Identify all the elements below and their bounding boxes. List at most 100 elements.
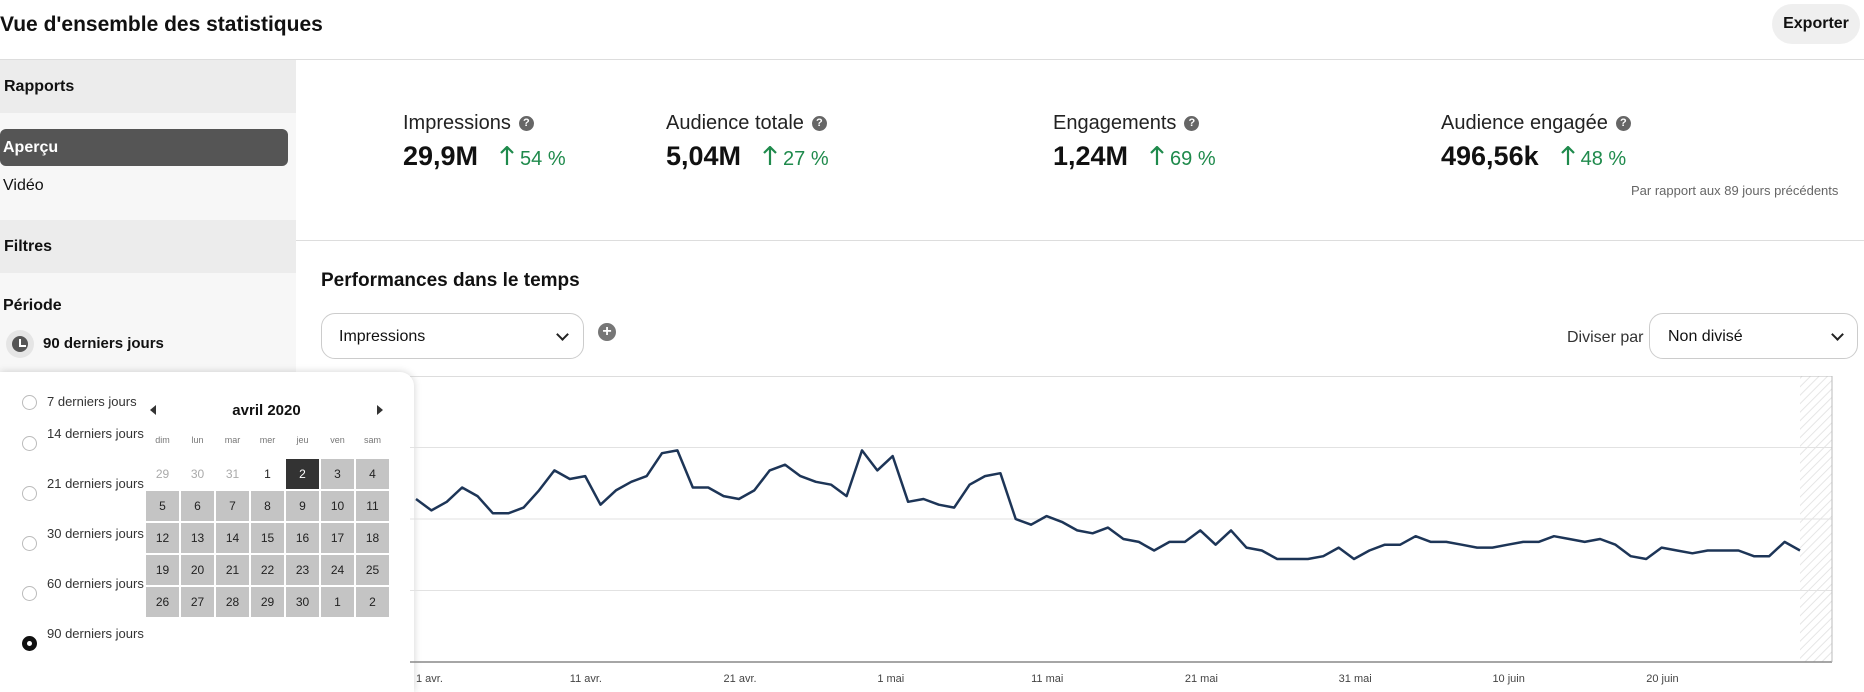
x-tick-label: 21 avr. [724, 673, 757, 685]
stat-engagements: Engagements? 1,24M 69 % [1053, 112, 1216, 172]
calendar-day[interactable]: 4 [355, 458, 390, 490]
line-chart: 1 avr. 11 avr. 21 avr. 1 mai 11 mai 21 mai 31 … [410, 376, 1833, 685]
calendar-month: avril 2020 [232, 402, 301, 419]
calendar-day[interactable]: 20 [180, 554, 215, 586]
calendar-day[interactable]: 23 [285, 554, 320, 586]
period-option-label: 7 derniers jours [47, 394, 137, 409]
calendar-day[interactable]: 30 [180, 458, 215, 490]
calendar-day[interactable]: 21 [215, 554, 250, 586]
radio-icon[interactable] [22, 436, 37, 451]
nav-item-apercu[interactable]: Aperçu [0, 129, 288, 166]
arrow-up-icon [1150, 146, 1164, 165]
calendar-day[interactable]: 6 [180, 490, 215, 522]
period-label: Période [3, 297, 62, 314]
calendar-day[interactable]: 30 [285, 586, 320, 618]
stat-audience-totale: Audience totale? 5,04M 27 % [666, 112, 829, 172]
next-month-icon[interactable] [377, 405, 383, 415]
calendar-day[interactable]: 19 [145, 554, 180, 586]
add-metric-icon[interactable]: + [598, 323, 616, 341]
comparison-note: Par rapport aux 89 jours précédents [1631, 183, 1839, 198]
top-bar: Vue d'ensemble des statistiques Exporter [0, 0, 1864, 60]
split-select-value: Non divisé [1668, 328, 1743, 345]
radio-icon[interactable] [22, 486, 37, 501]
reports-heading: Rapports [0, 60, 296, 113]
calendar-day[interactable]: 8 [250, 490, 285, 522]
calendar-day[interactable]: 16 [285, 522, 320, 554]
weekday-label: ven [330, 435, 345, 445]
stat-change: 69 % [1170, 148, 1216, 170]
calendar-day[interactable]: 22 [250, 554, 285, 586]
stat-label: Engagements [1053, 112, 1177, 134]
stat-change: 54 % [520, 148, 566, 170]
period-option-label: 21 derniers jours [47, 476, 144, 491]
calendar-day[interactable]: 15 [250, 522, 285, 554]
radio-selected-icon[interactable] [22, 636, 37, 651]
metric-select[interactable]: Impressions [321, 313, 584, 359]
arrow-up-icon [1560, 146, 1575, 165]
x-tick-label: 1 mai [877, 673, 904, 685]
radio-icon[interactable] [22, 395, 37, 410]
nav-item-video[interactable]: Vidéo [3, 177, 44, 194]
calendar-day[interactable]: 3 [320, 458, 355, 490]
calendar-day[interactable]: 29 [145, 458, 180, 490]
weekday-label: mer [259, 435, 276, 445]
calendar-day[interactable]: 1 [250, 458, 285, 490]
help-icon[interactable]: ? [811, 116, 827, 131]
performance-chart: 1 avr. 11 avr. 21 avr. 1 mai 11 mai 21 mai 31 … [410, 376, 1864, 692]
split-select[interactable]: Non divisé [1649, 313, 1858, 359]
calendar-day[interactable]: 25 [355, 554, 390, 586]
chevron-down-icon [556, 328, 569, 341]
stat-label: Audience engagée [1441, 112, 1608, 134]
calendar-day[interactable]: 2 [355, 586, 390, 618]
weekday-label: sam [363, 435, 381, 445]
calendar-day[interactable]: 10 [320, 490, 355, 522]
stat-audience-engagee: Audience engagée? 496,56k 48 % [1441, 112, 1631, 172]
calendar-day[interactable]: 17 [320, 522, 355, 554]
split-by-label: Diviser par [1567, 329, 1644, 346]
clock-icon [6, 330, 34, 358]
weekday-label: jeu [296, 435, 309, 445]
calendar-day[interactable]: 11 [355, 490, 390, 522]
period-option-label: 60 derniers jours [47, 576, 144, 591]
calendar-day-selected[interactable]: 2 [285, 458, 320, 490]
date-range-popover: 7 derniers jours 14 derniers jours 21 dern… [0, 372, 414, 692]
calendar-day[interactable]: 9 [285, 490, 320, 522]
previous-month-icon[interactable] [150, 405, 156, 415]
arrow-up-icon [500, 146, 514, 165]
period-value: 90 derniers jours [43, 335, 164, 352]
weekday-label: lun [191, 435, 204, 445]
radio-icon[interactable] [22, 536, 37, 551]
calendar-day[interactable]: 26 [145, 586, 180, 618]
calendar-day[interactable]: 18 [355, 522, 390, 554]
calendar-weekdays: dim lun mar mer jeu ven sam [145, 435, 390, 449]
export-button[interactable]: Exporter [1772, 4, 1860, 44]
calendar-day[interactable]: 27 [180, 586, 215, 618]
chevron-down-icon [1831, 328, 1844, 341]
calendar-day[interactable]: 13 [180, 522, 215, 554]
calendar-day[interactable]: 1 [320, 586, 355, 618]
calendar-day[interactable]: 28 [215, 586, 250, 618]
performance-title: Performances dans le temps [321, 270, 580, 291]
calendar-day[interactable]: 29 [250, 586, 285, 618]
calendar-day[interactable]: 31 [215, 458, 250, 490]
help-icon[interactable]: ? [1615, 116, 1631, 131]
calendar-day[interactable]: 24 [320, 554, 355, 586]
stat-value: 496,56k [1441, 141, 1539, 171]
stat-label: Impressions [403, 112, 511, 134]
x-tick-label: 20 juin [1646, 673, 1678, 685]
arrow-up-icon [763, 146, 777, 165]
stat-impressions: Impressions? 29,9M 54 % [403, 112, 566, 172]
period-option-label: 90 derniers jours [47, 626, 144, 641]
help-icon[interactable]: ? [1184, 116, 1200, 131]
calendar-day[interactable]: 7 [215, 490, 250, 522]
calendar-day[interactable]: 14 [215, 522, 250, 554]
radio-icon[interactable] [22, 586, 37, 601]
calendar-day[interactable]: 5 [145, 490, 180, 522]
x-tick-label: 21 mai [1185, 673, 1218, 685]
stat-value: 1,24M [1053, 141, 1129, 171]
stats-summary: Impressions? 29,9M 54 % Audience totale?… [296, 60, 1864, 241]
help-icon[interactable]: ? [518, 116, 534, 131]
calendar-day[interactable]: 12 [145, 522, 180, 554]
metric-select-value: Impressions [339, 328, 426, 345]
x-tick-label: 11 avr. [570, 673, 602, 685]
